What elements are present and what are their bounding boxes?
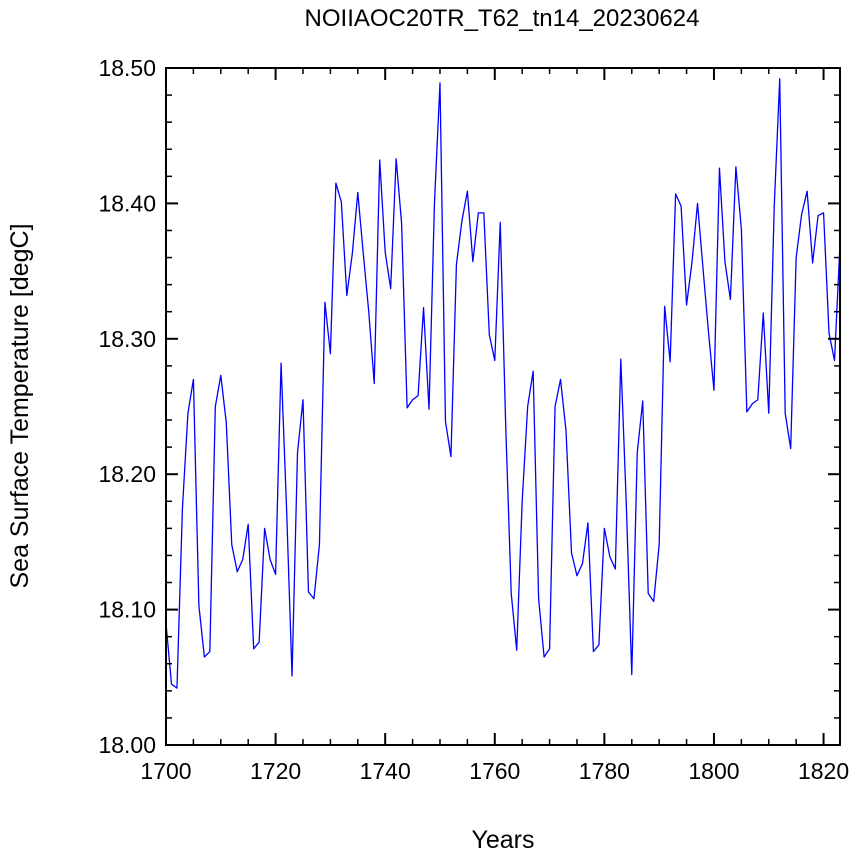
x-tick-label: 1780: [579, 758, 630, 784]
x-tick-label: 1740: [360, 758, 411, 784]
axis-ticks: 1700 1720 1740 1760 1780 1800 1820 18.00 18.10 18…: [98, 55, 849, 784]
x-tick-label: 1800: [688, 758, 739, 784]
y-tick-label: 18.50: [98, 55, 156, 81]
y-tick-label: 18.20: [98, 461, 156, 487]
y-tick-label: 18.00: [98, 732, 156, 758]
plot-frame: [165, 67, 841, 746]
plot-area: [165, 78, 841, 689]
y-tick-label: 18.30: [98, 326, 156, 352]
y-axis-label: Sea Surface Temperature [degC]: [6, 223, 34, 588]
y-tick-label: 18.40: [98, 190, 156, 216]
x-axis-label: Years: [471, 826, 534, 854]
x-tick-label: 1760: [469, 758, 520, 784]
y-tick-label: 18.10: [98, 597, 156, 623]
x-tick-label: 1700: [140, 758, 191, 784]
x-tick-label: 1820: [798, 758, 849, 784]
chart-title: NOIIAOC20TR_T62_tn14_20230624: [305, 5, 700, 32]
series-line: [165, 78, 841, 689]
x-tick-label: 1720: [250, 758, 301, 784]
